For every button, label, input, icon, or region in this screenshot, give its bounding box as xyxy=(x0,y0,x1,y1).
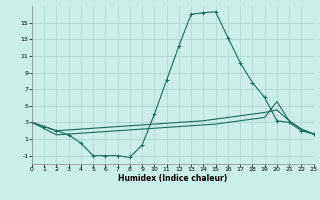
X-axis label: Humidex (Indice chaleur): Humidex (Indice chaleur) xyxy=(118,174,228,183)
